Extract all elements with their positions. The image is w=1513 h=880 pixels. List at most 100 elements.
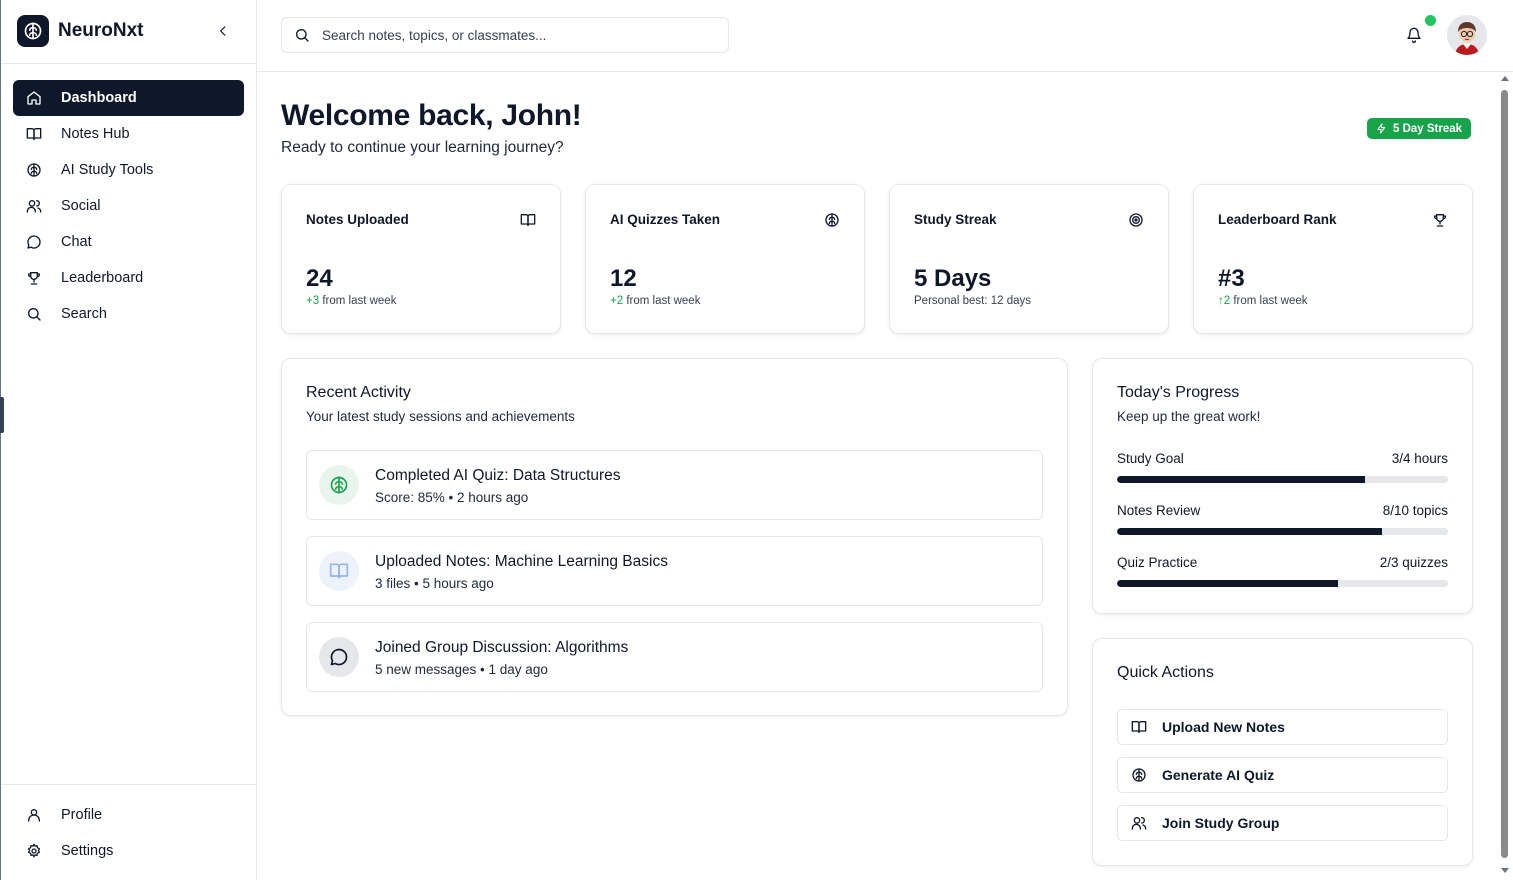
button-label: Upload New Notes [1162,719,1285,735]
brain-icon [319,465,359,505]
search-icon [25,305,43,323]
stat-card-notes-uploaded: Notes Uploaded 24 +3 from last week [281,184,561,334]
sidebar-resize-handle[interactable] [0,397,4,433]
progress-value: 3/4 hours [1391,451,1448,466]
home-icon [25,89,43,107]
user-avatar-icon [1447,15,1487,55]
zap-icon [1376,123,1387,134]
stat-delta: +2 [610,295,624,307]
top-header [257,0,1513,72]
card-title: Today's Progress [1117,384,1240,401]
progress-value: 8/10 topics [1382,503,1448,518]
join-study-group-button[interactable]: Join Study Group [1117,805,1448,841]
bell-icon [1407,27,1421,43]
activity-meta: 5 new messages • 1 day ago [375,662,548,677]
progress-fill [1117,580,1338,587]
progress-label: Quiz Practice [1117,555,1198,570]
sidebar-item-dashboard[interactable]: Dashboard [13,80,244,116]
scroll-up-arrow-icon[interactable] [1501,76,1509,81]
gear-icon [25,842,43,860]
generate-ai-quiz-button[interactable]: Generate AI Quiz [1117,757,1448,793]
book-open-icon [25,125,43,143]
stat-delta: +3 [306,295,320,307]
card-description: Your latest study sessions and achieveme… [306,409,575,424]
stat-subtext: ↑2 from last week [1218,295,1307,307]
progress-bar [1117,528,1448,535]
streak-badge-label: 5 Day Streak [1393,122,1463,135]
stat-title: Leaderboard Rank [1218,212,1337,227]
stat-note: from last week [1230,295,1308,307]
stat-note: from last week [623,295,701,307]
sidebar-item-label: Search [61,306,107,322]
activity-meta: Score: 85% • 2 hours ago [375,490,529,505]
stat-note: from last week [319,295,397,307]
sidebar-divider [1,63,256,64]
button-label: Join Study Group [1162,815,1280,831]
progress-bar [1117,476,1448,483]
progress-fill [1117,476,1366,483]
brand[interactable]: NeuroNxt [17,15,144,47]
sidebar-item-label: Profile [61,807,103,823]
quick-actions-card: Quick Actions Upload New Notes Generate … [1092,638,1473,866]
stat-subtext: +2 from last week [610,295,700,307]
sidebar-item-chat[interactable]: Chat [13,224,244,260]
main-scrollbar[interactable] [1497,72,1513,880]
activity-title: Uploaded Notes: Machine Learning Basics [375,553,668,570]
stat-card-leaderboard-rank: Leaderboard Rank #3 ↑2 from last week [1193,184,1473,334]
brain-icon [1130,766,1148,784]
trophy-icon [1432,212,1448,228]
card-description: Keep up the great work! [1117,409,1261,424]
sidebar-item-settings[interactable]: Settings [13,833,244,869]
stat-subtext: +3 from last week [306,295,396,307]
stat-card-ai-quizzes: AI Quizzes Taken 12 +2 from last week [585,184,865,334]
todays-progress-card: Today's Progress Keep up the great work!… [1092,358,1473,614]
list-item[interactable]: Completed AI Quiz: Data Structures Score… [306,450,1043,520]
collapse-sidebar-button[interactable] [213,21,233,41]
sidebar-item-label: Leaderboard [61,270,144,286]
target-icon [1128,212,1144,228]
list-item[interactable]: Joined Group Discussion: Algorithms 5 ne… [306,622,1043,692]
sidebar-item-profile[interactable]: Profile [13,797,244,833]
sidebar-item-notes-hub[interactable]: Notes Hub [13,116,244,152]
scroll-thumb[interactable] [1501,90,1508,858]
users-icon [1130,814,1148,832]
sidebar-item-label: Settings [61,843,114,859]
recent-activity-card: Recent Activity Your latest study sessio… [281,358,1068,716]
avatar[interactable] [1447,15,1487,55]
brain-icon [25,161,43,179]
search-bar[interactable] [281,17,729,53]
stat-title: Notes Uploaded [306,212,409,227]
brain-icon [824,212,840,228]
trophy-icon [25,269,43,287]
search-icon [296,29,309,42]
search-input[interactable] [322,27,702,43]
progress-value: 2/3 quizzes [1379,555,1448,570]
sidebar-item-ai-study-tools[interactable]: AI Study Tools [13,152,244,188]
scroll-down-arrow-icon[interactable] [1501,868,1509,873]
stat-delta: ↑2 [1218,295,1231,307]
activity-meta: 3 files • 5 hours ago [375,576,494,591]
stat-value: 5 Days [914,265,992,292]
users-icon [25,197,43,215]
sidebar-item-label: AI Study Tools [61,162,154,178]
activity-title: Joined Group Discussion: Algorithms [375,639,629,656]
stat-value: 24 [306,265,333,292]
message-circle-icon [319,637,359,677]
stat-title: Study Streak [914,212,997,227]
streak-badge: 5 Day Streak [1367,118,1472,139]
stat-value: 12 [610,265,637,292]
sidebar-item-label: Social [61,198,101,214]
list-item[interactable]: Uploaded Notes: Machine Learning Basics … [306,536,1043,606]
sidebar-item-leaderboard[interactable]: Leaderboard [13,260,244,296]
sidebar-item-search[interactable]: Search [13,296,244,332]
progress-bar [1117,580,1448,587]
sidebar-divider [1,784,256,785]
page-subtitle: Ready to continue your learning journey? [281,139,564,156]
notification-dot [1425,15,1436,26]
sidebar-item-social[interactable]: Social [13,188,244,224]
sidebar-item-label: Dashboard [61,90,137,106]
notifications-button[interactable] [1404,25,1424,45]
upload-new-notes-button[interactable]: Upload New Notes [1117,709,1448,745]
message-circle-icon [25,233,43,251]
app-name: NeuroNxt [58,20,144,41]
